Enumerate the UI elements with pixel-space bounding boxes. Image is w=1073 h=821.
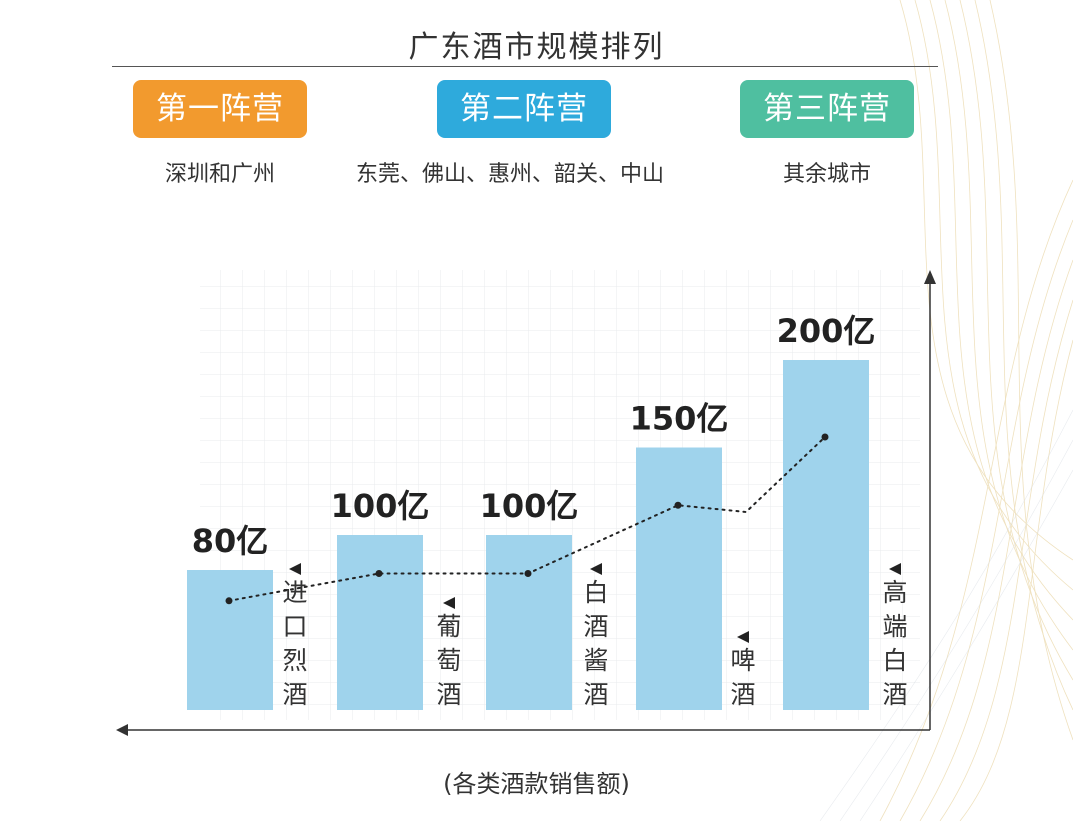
title-divider [112,66,938,67]
bar-value-label-5: 200亿 [777,312,876,350]
trend-point-5 [821,433,829,441]
camp-badge-third: 第三阵营 [740,80,914,138]
trend-line [228,436,826,602]
bar-1 [187,570,273,710]
camp-badge-second: 第二阵营 [437,80,611,138]
category-marker-1 [289,563,301,575]
category-label-2: 葡萄酒 [436,612,461,709]
category-label-4: 啤酒 [730,646,755,709]
y-axis-arrow [924,270,936,284]
x-axis-caption: (各类酒款销售额) [443,770,630,798]
camp-cities-first: 深圳和广州 [164,162,275,187]
bar-2 [337,535,423,710]
camp-cities-second: 东莞、佛山、惠州、韶关、中山 [355,162,664,187]
category-marker-5 [889,563,901,575]
bar-3 [486,535,572,710]
bar-value-label-4: 150亿 [630,400,729,438]
bar-value-label-1: 80亿 [192,522,269,560]
category-label-5: 高端白酒 [882,578,907,709]
bar-value-label-2: 100亿 [331,487,430,525]
trend-point-2 [375,570,383,577]
bar-value-label-3: 100亿 [480,487,579,525]
trend-point-4 [674,501,682,509]
category-marker-3 [590,563,602,575]
category-label-3: 白酒酱酒 [583,578,608,709]
trend-point-1 [225,597,233,605]
page-title: 广东酒市规模排列 [408,30,665,65]
category-marker-2 [443,597,455,609]
camp-badge-first: 第一阵营 [133,80,307,138]
bar-4 [636,447,722,710]
bar-5 [783,360,869,710]
x-axis-arrow [116,724,128,736]
category-label-1: 进口烈酒 [282,578,307,709]
trend-point-3 [524,570,532,577]
camp-cities-third: 其余城市 [782,162,871,187]
category-marker-4 [737,631,749,643]
